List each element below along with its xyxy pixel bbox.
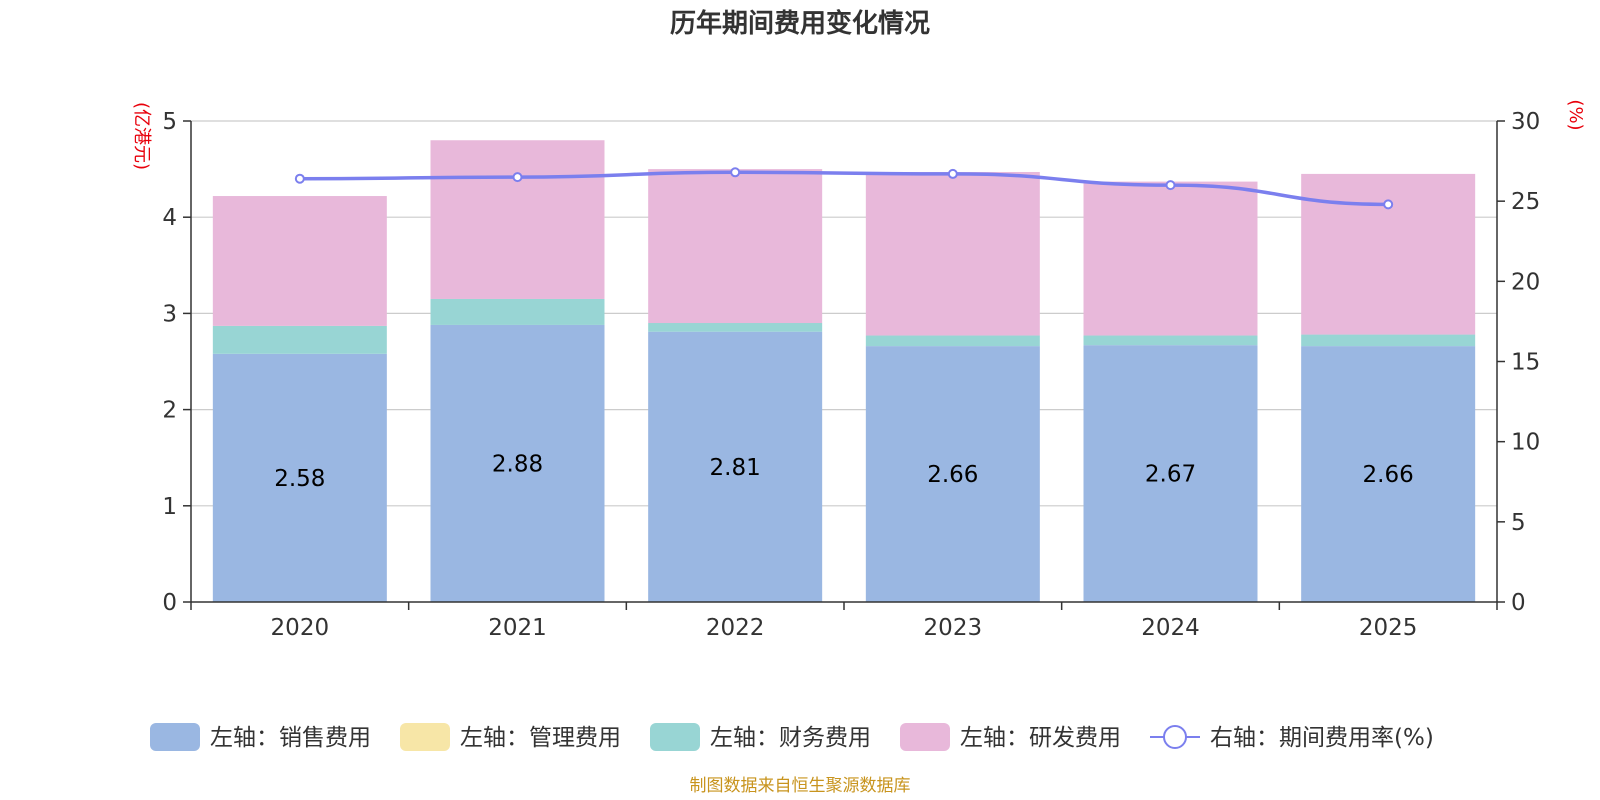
left-axis-tick-label: 2 bbox=[162, 398, 177, 424]
legend-marker-icon bbox=[1163, 725, 1187, 749]
x-axis-tick-label: 2025 bbox=[1359, 615, 1418, 641]
bar-segment bbox=[212, 353, 387, 602]
line-layer bbox=[294, 167, 1394, 210]
right-axis-tick-label: 30 bbox=[1511, 109, 1540, 135]
bar-segment bbox=[865, 171, 1040, 336]
bar-segment bbox=[430, 324, 605, 602]
bar-segment bbox=[212, 325, 387, 354]
left-axis-tick-label: 1 bbox=[162, 494, 177, 520]
left-axis-tick-label: 0 bbox=[162, 590, 177, 616]
right-axis-tick-label: 0 bbox=[1511, 590, 1526, 616]
x-axis-tick-label: 2022 bbox=[706, 615, 765, 641]
legend-swatch bbox=[400, 723, 450, 751]
bar-segment bbox=[865, 346, 1040, 602]
right-axis-tick-label: 5 bbox=[1511, 510, 1526, 536]
bar-segment bbox=[430, 140, 605, 299]
bar-segment bbox=[430, 298, 605, 325]
right-axis-tick-label: 25 bbox=[1511, 189, 1540, 215]
x-axis-tick-label: 2020 bbox=[271, 615, 330, 641]
legend-label: 左轴：管理费用 bbox=[460, 725, 621, 751]
right-axis-tick-label: 15 bbox=[1511, 350, 1540, 376]
bar-segment bbox=[1083, 335, 1258, 346]
legend-swatch bbox=[150, 723, 200, 751]
bar-segment bbox=[648, 323, 823, 332]
legend-label: 左轴：销售费用 bbox=[210, 725, 371, 751]
rate-point bbox=[730, 167, 741, 178]
rate-point bbox=[512, 172, 523, 183]
rate-point bbox=[294, 173, 305, 184]
right-axis-tick-label: 20 bbox=[1511, 269, 1540, 295]
rate-line bbox=[299, 170, 1389, 207]
bar-segment bbox=[212, 196, 387, 326]
bar-segment bbox=[648, 169, 823, 324]
bar-data-label: 2.81 bbox=[710, 455, 761, 481]
legend-swatch bbox=[900, 723, 950, 751]
bar-data-label: 2.67 bbox=[1145, 462, 1196, 488]
bar-segment bbox=[865, 335, 1040, 347]
legend-item[interactable]: 右轴：期间费用率(%) bbox=[1150, 725, 1434, 751]
x-axis-tick-label: 2021 bbox=[488, 615, 547, 641]
bar-segment bbox=[1083, 181, 1258, 336]
bar-data-label: 2.66 bbox=[927, 462, 978, 488]
bar-data-label: 2.58 bbox=[274, 466, 325, 492]
right-axis-tick-label: 10 bbox=[1511, 430, 1540, 456]
legend-item[interactable]: 左轴：管理费用 bbox=[400, 723, 621, 751]
bars-layer bbox=[212, 140, 1476, 602]
bar-data-label: 2.66 bbox=[1363, 462, 1414, 488]
right-axis-title: (%) bbox=[1565, 99, 1586, 130]
x-axis-tick-label: 2023 bbox=[924, 615, 983, 641]
rate-point bbox=[1383, 199, 1394, 210]
bar-segment bbox=[1083, 345, 1258, 602]
legend-swatch bbox=[650, 723, 700, 751]
bar-segment bbox=[1301, 334, 1476, 347]
bar-segment bbox=[1301, 173, 1476, 335]
grid-layer bbox=[191, 120, 1497, 507]
x-axis-tick-label: 2024 bbox=[1141, 615, 1200, 641]
legend-item[interactable]: 左轴：销售费用 bbox=[150, 723, 371, 751]
legend-item[interactable]: 左轴：研发费用 bbox=[900, 723, 1121, 751]
left-axis-tick-label: 4 bbox=[162, 205, 177, 231]
source-note: 制图数据来自恒生聚源数据库 bbox=[690, 776, 911, 796]
legend: 左轴：销售费用 左轴：管理费用 左轴：财务费用 左轴：研发费用 右轴：期间费用率(%) bbox=[150, 723, 1434, 751]
legend-label: 左轴：研发费用 bbox=[960, 725, 1121, 751]
left-axis-tick-label: 3 bbox=[162, 301, 177, 327]
bar-data-label: 2.88 bbox=[492, 451, 543, 477]
rate-point bbox=[947, 168, 958, 179]
labels-layer: 2.58 2.88 2.81 2.66 2.67 2.66 bbox=[274, 451, 1414, 491]
rate-point bbox=[1165, 180, 1176, 191]
left-axis-title: (亿港元) bbox=[131, 102, 152, 170]
left-axis-tick-label: 5 bbox=[162, 109, 177, 135]
legend-item[interactable]: 左轴：财务费用 bbox=[650, 723, 871, 751]
bar-segment bbox=[1301, 346, 1476, 602]
bar-segment bbox=[648, 331, 823, 602]
legend-label: 右轴：期间费用率(%) bbox=[1210, 725, 1434, 751]
legend-label: 左轴：财务费用 bbox=[710, 725, 871, 751]
chart-title: 历年期间费用变化情况 bbox=[670, 8, 930, 39]
